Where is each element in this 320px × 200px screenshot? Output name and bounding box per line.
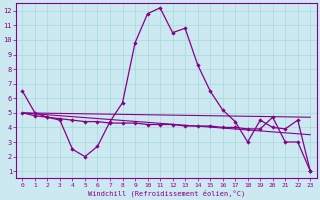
X-axis label: Windchill (Refroidissement éolien,°C): Windchill (Refroidissement éolien,°C): [88, 189, 245, 197]
